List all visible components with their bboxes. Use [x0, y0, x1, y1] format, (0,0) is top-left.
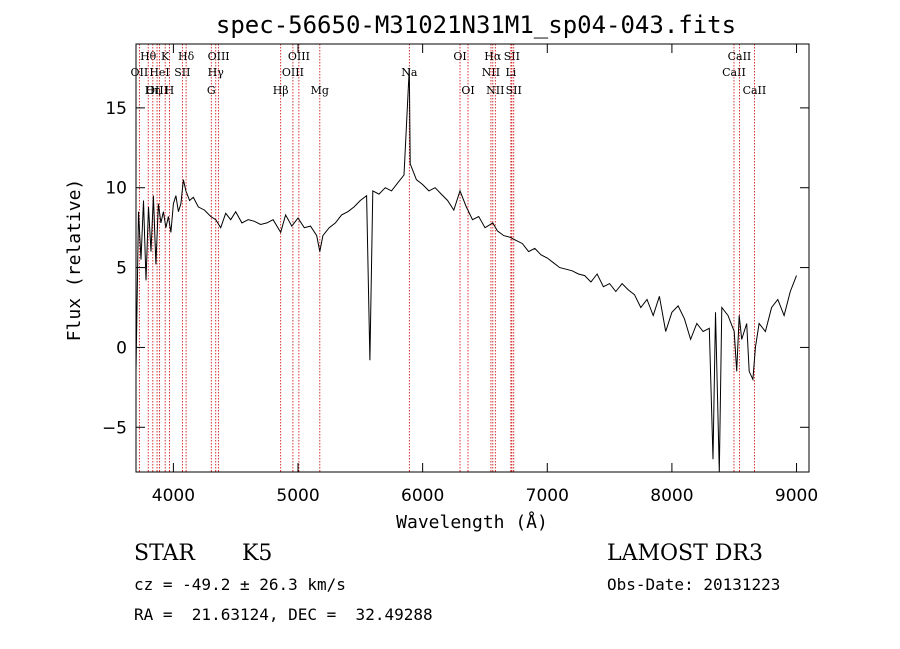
plot-frame: [135, 43, 810, 473]
plot-area: HθHηOIIOIIIHeIKHSIIHδGHγOIIIHβOIIIOIIIMg…: [102, 44, 818, 506]
line-label-14: OIII: [288, 50, 310, 63]
redshift-value: cz = -49.2 ± 26.3 km/s: [134, 575, 346, 594]
line-label-21: NII: [486, 84, 504, 97]
line-label-4: HeI: [149, 66, 169, 79]
x-tick-label-5: 9000: [775, 486, 818, 506]
line-label-19: NII: [482, 66, 500, 79]
line-label-3: OIII: [146, 84, 168, 97]
line-label-10: Hγ: [208, 66, 225, 79]
x-tick-label-3: 7000: [526, 486, 569, 506]
chart-title: spec-56650-M31021N31M1_sp04-043.fits: [216, 11, 736, 39]
line-label-25: CaII: [722, 66, 746, 79]
x-tick-label-4: 8000: [650, 486, 693, 506]
line-label-7: SII: [174, 66, 190, 79]
y-tick-label-2: 5: [116, 259, 127, 279]
y-axis-label: Flux (relative): [64, 179, 85, 342]
y-tick-label-0: −5: [102, 418, 127, 438]
x-tick-label-1: 5000: [276, 486, 319, 506]
line-label-8: Hδ: [178, 50, 195, 63]
line-label-27: CaII: [743, 84, 767, 97]
obs-date: Obs-Date: 20131223: [607, 575, 781, 594]
line-label-15: Mg: [311, 84, 329, 97]
y-tick-label-4: 15: [105, 99, 127, 119]
x-axis-label: Wavelength (Å): [396, 511, 548, 533]
spectrum-line: [135, 67, 797, 473]
y-tick-label-3: 10: [105, 179, 127, 199]
line-label-6: H: [165, 84, 175, 97]
line-label-9: G: [207, 84, 216, 97]
line-label-13: OIII: [282, 66, 304, 79]
object-subclass: K5: [242, 541, 273, 566]
y-tick-label-1: 0: [116, 338, 127, 358]
x-tick-label-2: 6000: [401, 486, 444, 506]
survey-name: LAMOST DR3: [607, 541, 763, 566]
line-label-2: OII: [131, 66, 149, 79]
coordinates: RA = 21.63124, DEC = 32.49288: [134, 605, 433, 624]
line-label-18: OI: [461, 84, 474, 97]
x-tick-label-0: 4000: [152, 486, 195, 506]
line-label-22: SII: [504, 50, 520, 63]
line-label-20: Hα: [484, 50, 502, 63]
line-label-0: Hθ: [140, 50, 157, 63]
line-label-24: SII: [506, 84, 522, 97]
line-label-11: OIII: [208, 50, 230, 63]
line-label-23: Li: [505, 66, 516, 79]
line-label-12: Hβ: [273, 84, 289, 97]
object-class: STAR: [134, 541, 195, 566]
line-label-17: OI: [453, 50, 466, 63]
line-label-5: K: [161, 50, 170, 63]
line-label-26: CaII: [728, 50, 752, 63]
